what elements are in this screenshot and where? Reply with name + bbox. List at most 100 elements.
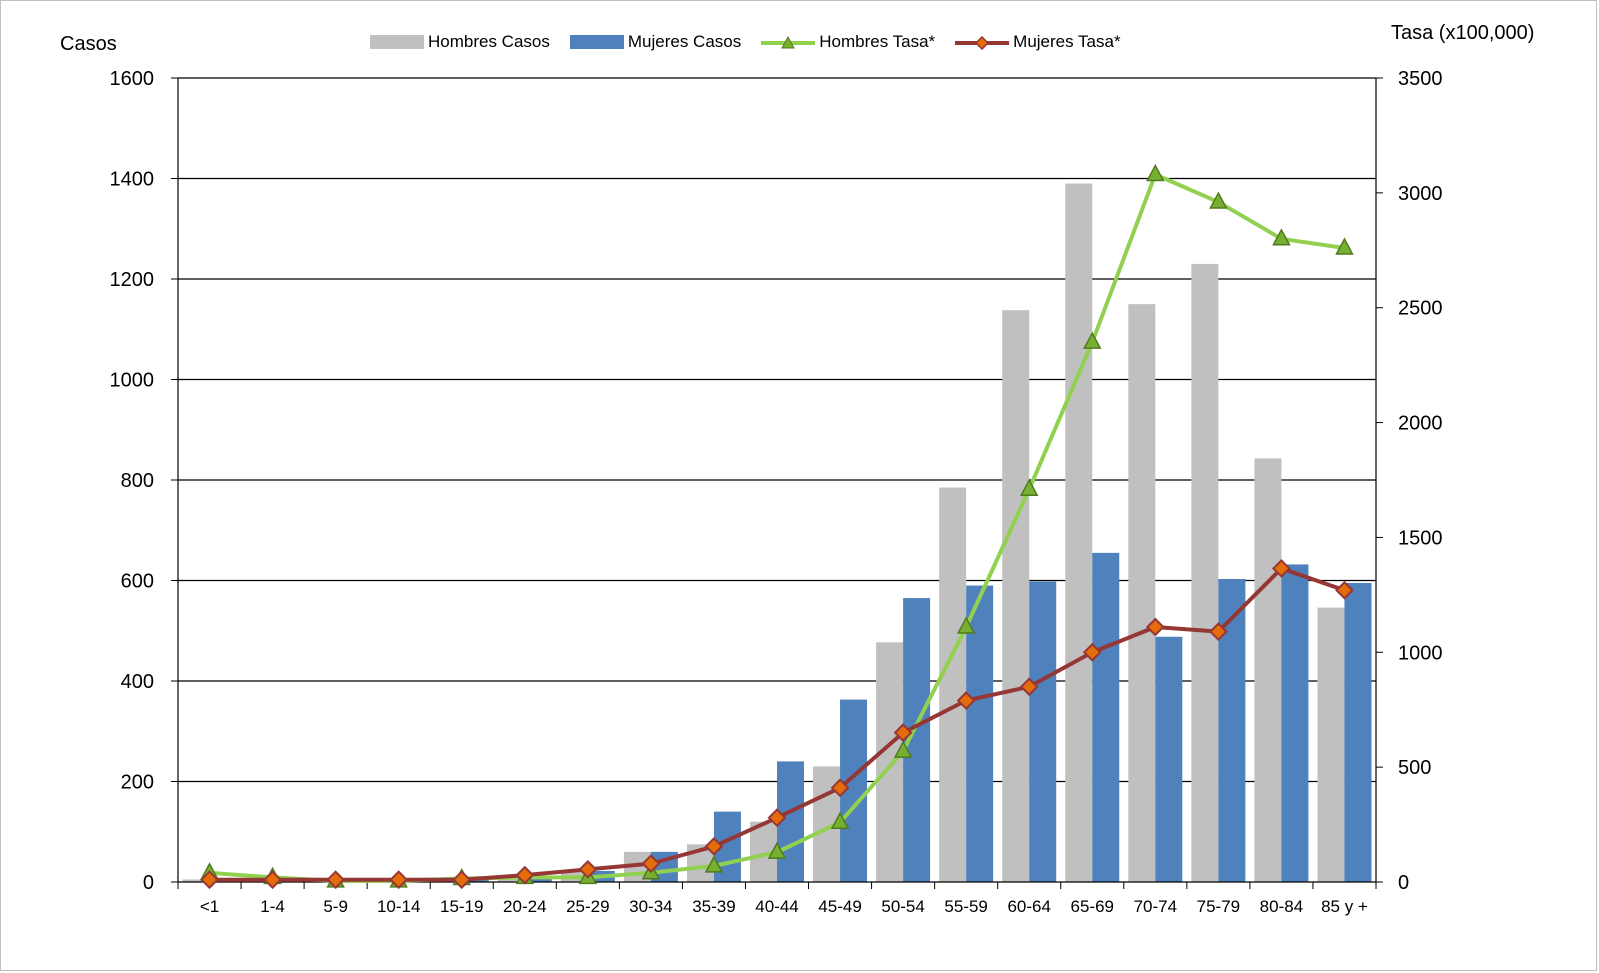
hombres-tasa-point bbox=[956, 616, 976, 634]
legend-item-hombres-tasa: Hombres Tasa* bbox=[761, 32, 935, 52]
mujeres-tasa-point bbox=[326, 870, 346, 890]
x-tick-label: 1-4 bbox=[260, 897, 285, 916]
mujeres-tasa-point bbox=[389, 870, 409, 890]
bar-hombres-casos bbox=[1065, 183, 1093, 882]
y-axis-right-title: Tasa (x100,000) bbox=[1391, 22, 1535, 44]
bar-mujeres-casos bbox=[524, 876, 552, 882]
bar-mujeres-casos bbox=[1218, 578, 1246, 882]
y-right-tick-label: 500 bbox=[1398, 757, 1431, 779]
bar-mujeres-casos bbox=[1029, 581, 1057, 882]
x-tick-label: 40-44 bbox=[755, 897, 798, 916]
legend-item-mujeres-casos: Mujeres Casos bbox=[569, 32, 742, 52]
legend-item-hombres-casos: Hombres Casos bbox=[370, 32, 550, 52]
x-tick-label: 30-34 bbox=[629, 897, 672, 916]
mujeres-tasa-point bbox=[956, 691, 976, 710]
x-tick-label: 60-64 bbox=[1007, 897, 1050, 916]
x-tick-label: 25-29 bbox=[566, 897, 609, 916]
y-left-tick-label: 1200 bbox=[110, 269, 155, 291]
hombres-tasa-point bbox=[704, 855, 724, 873]
bar-mujeres-casos bbox=[966, 585, 994, 882]
y-right-tick-label: 2000 bbox=[1398, 413, 1443, 435]
mujeres-tasa-point bbox=[1208, 622, 1228, 642]
y-left-tick-label: 1000 bbox=[110, 370, 155, 392]
legend-marker-hombres-tasa bbox=[781, 35, 796, 49]
hombres-tasa-point bbox=[1083, 331, 1102, 349]
bar-hombres-casos bbox=[497, 877, 525, 882]
legend-label-hombres-casos: Hombres Casos bbox=[428, 32, 550, 51]
legend: Hombres Casos Mujeres Casos Hombres Tasa… bbox=[370, 30, 1141, 54]
bar-hombres-casos bbox=[1191, 263, 1219, 882]
bar-mujeres-casos bbox=[1281, 564, 1309, 882]
hombres-tasa-point bbox=[767, 841, 787, 859]
y-left-tick-label: 0 bbox=[143, 872, 154, 894]
hombres-tasa-point bbox=[830, 811, 850, 830]
bar-mujeres-casos bbox=[461, 879, 489, 882]
hombres-tasa-point bbox=[1146, 163, 1165, 182]
hombres-tasa-point bbox=[1019, 478, 1039, 496]
y-right-tick-label: 1000 bbox=[1398, 642, 1443, 664]
x-tick-label: 55-59 bbox=[944, 897, 987, 916]
mujeres-tasa-point bbox=[1335, 580, 1354, 600]
x-tick-label: <1 bbox=[200, 897, 219, 916]
bar-mujeres-casos bbox=[1092, 552, 1120, 882]
y-right-tick-label: 0 bbox=[1398, 872, 1409, 894]
y-left-tick-label: 800 bbox=[121, 470, 154, 492]
x-tick-label: 15-19 bbox=[440, 897, 483, 916]
bar-mujeres-casos bbox=[1344, 583, 1372, 882]
y-left-tick-label: 1600 bbox=[110, 68, 155, 90]
y-left-tick-label: 200 bbox=[121, 772, 154, 794]
hombres-tasa-point bbox=[1335, 237, 1354, 255]
mujeres-tasa-point bbox=[893, 723, 913, 743]
hombres-tasa-point bbox=[893, 740, 913, 758]
hombres-tasa-point bbox=[1209, 191, 1228, 209]
bar-hombres-casos bbox=[182, 879, 210, 882]
x-tick-label: 20-24 bbox=[503, 897, 546, 916]
x-tick-label: 45-49 bbox=[818, 897, 861, 916]
bar-mujeres-casos bbox=[1155, 636, 1183, 882]
x-tick-label: 5-9 bbox=[323, 897, 348, 916]
x-tick-label: 80-84 bbox=[1260, 897, 1303, 916]
mujeres-tasa-point bbox=[515, 865, 535, 885]
y-axis-left-title: Casos bbox=[60, 33, 117, 55]
y-left-tick-label: 400 bbox=[121, 671, 154, 693]
legend-marker-mujeres-tasa bbox=[975, 35, 990, 51]
x-tick-label: 50-54 bbox=[881, 897, 924, 916]
mujeres-tasa-point bbox=[200, 870, 219, 890]
mujeres-tasa-point bbox=[1145, 617, 1165, 637]
mujeres-tasa-point bbox=[1272, 559, 1291, 578]
mujeres-tasa-point bbox=[578, 859, 598, 879]
y-right-tick-label: 2500 bbox=[1398, 298, 1443, 320]
x-tick-label: 70-74 bbox=[1134, 897, 1177, 916]
x-tick-label: 75-79 bbox=[1197, 897, 1240, 916]
hombres-tasa-point bbox=[1272, 228, 1291, 246]
mujeres-tasa-point bbox=[830, 778, 850, 798]
mujeres-tasa-point bbox=[452, 870, 472, 890]
x-tick-label: 65-69 bbox=[1071, 897, 1114, 916]
y-right-tick-label: 3000 bbox=[1398, 183, 1443, 205]
legend-swatch-mujeres-tasa bbox=[955, 35, 1010, 51]
mujeres-tasa-point bbox=[1019, 677, 1039, 697]
y-left-tick-label: 1400 bbox=[110, 169, 155, 191]
legend-label-mujeres-casos: Mujeres Casos bbox=[627, 32, 742, 51]
bar-hombres-casos bbox=[1002, 310, 1030, 882]
x-tick-label: 85 y + bbox=[1321, 897, 1368, 916]
x-tick-label: 35-39 bbox=[692, 897, 735, 916]
mujeres-tasa-point bbox=[767, 808, 787, 828]
bar-hombres-casos bbox=[876, 642, 904, 882]
legend-label-hombres-tasa: Hombres Tasa* bbox=[819, 32, 936, 51]
legend-swatch-hombres-casos bbox=[370, 35, 424, 49]
legend-swatch-mujeres-casos bbox=[569, 35, 624, 49]
mujeres-tasa-point bbox=[641, 854, 661, 874]
bar-hombres-casos bbox=[939, 487, 967, 882]
x-tick-label: 10-14 bbox=[377, 897, 420, 916]
bar-hombres-casos bbox=[1128, 304, 1156, 882]
y-left-tick-label: 600 bbox=[121, 571, 154, 593]
mujeres-tasa-point bbox=[263, 870, 282, 890]
legend-swatch-hombres-tasa bbox=[761, 35, 816, 49]
y-right-tick-label: 1500 bbox=[1398, 527, 1443, 549]
legend-item-mujeres-tasa: Mujeres Tasa* bbox=[955, 32, 1121, 52]
legend-label-mujeres-tasa: Mujeres Tasa* bbox=[1013, 32, 1121, 51]
mujeres-tasa-point bbox=[1082, 642, 1102, 662]
